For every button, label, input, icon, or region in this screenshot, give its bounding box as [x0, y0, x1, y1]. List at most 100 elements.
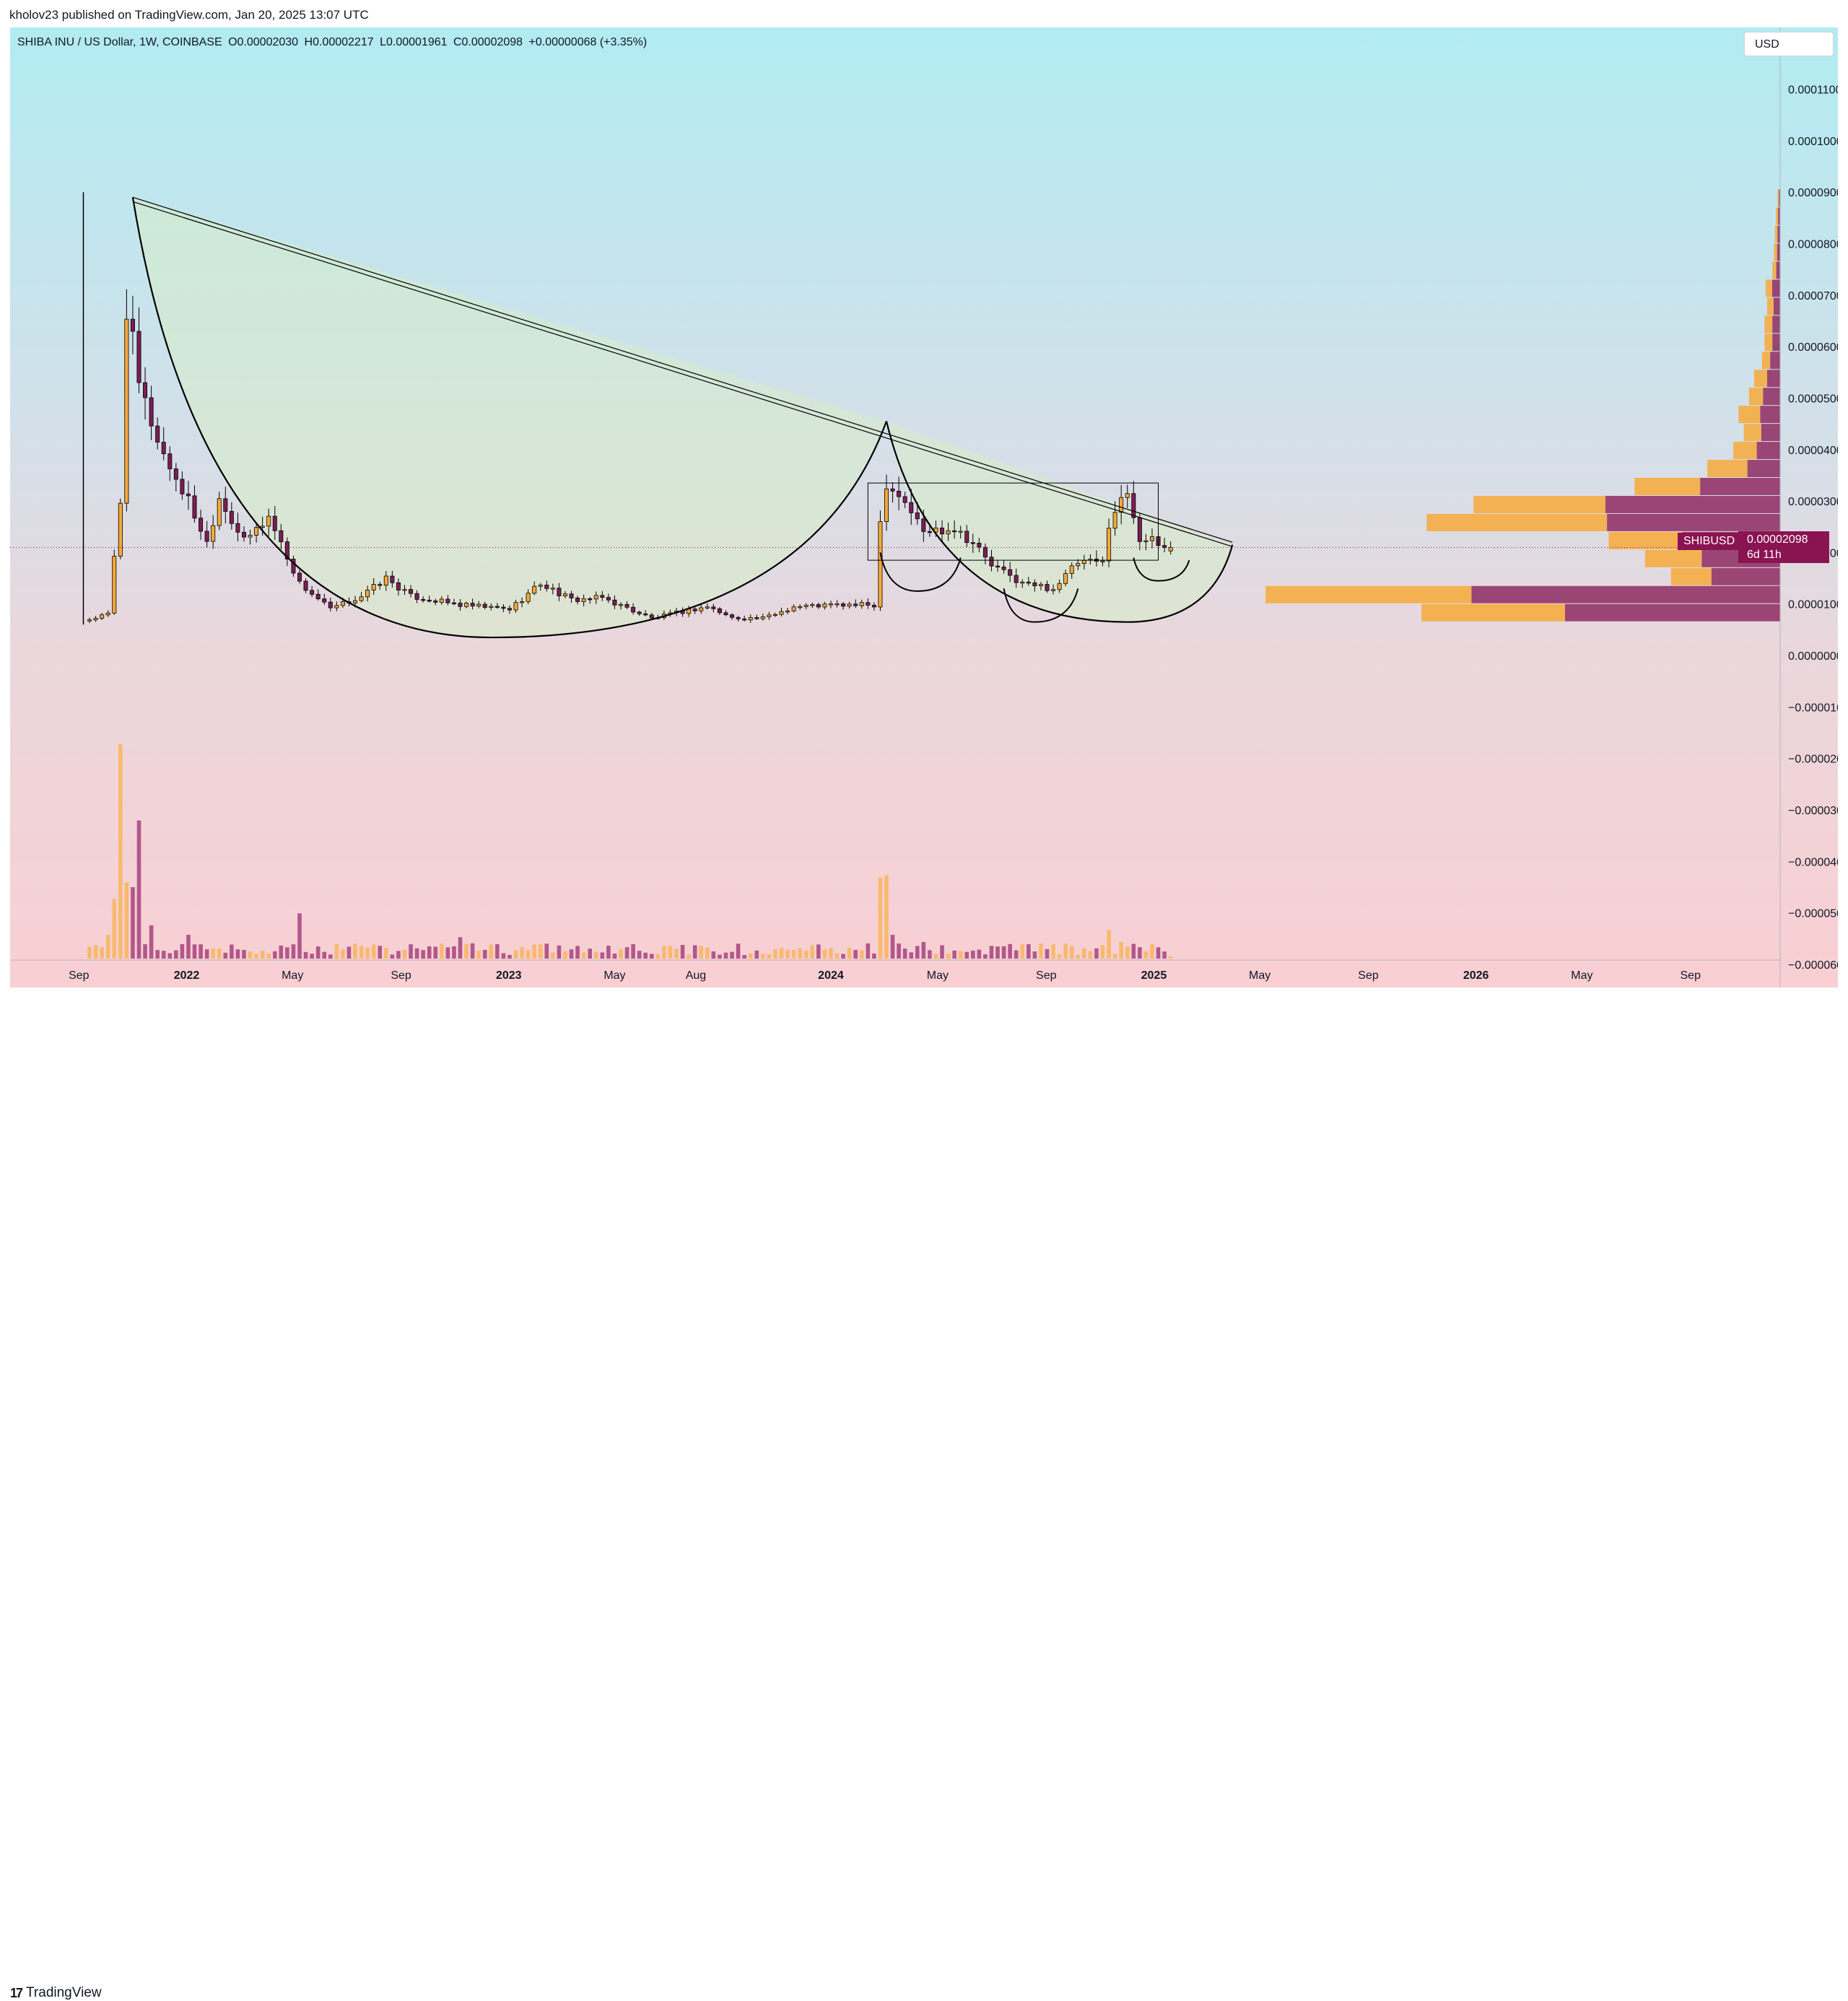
- candle-body: [970, 542, 975, 544]
- currency-selector[interactable]: USD: [1744, 32, 1834, 56]
- price-tick-label: 0.00011000: [1788, 84, 1838, 97]
- profile-down-bar: [1711, 567, 1780, 585]
- candle-body: [785, 610, 790, 613]
- volume-bar: [940, 945, 944, 959]
- volume-bar: [767, 954, 772, 959]
- profile-down-bar: [1779, 189, 1780, 207]
- time-tick-label: 2026: [1463, 969, 1489, 982]
- volume-bar: [1131, 943, 1136, 959]
- volume-bar: [810, 945, 815, 959]
- profile-up-bar: [1733, 442, 1757, 460]
- candle-body: [619, 603, 624, 606]
- volume-bar: [699, 946, 704, 959]
- volume-bar: [1014, 950, 1019, 959]
- volume-profile: [1265, 189, 1780, 622]
- volume-bar: [902, 949, 907, 959]
- candle-body: [297, 572, 302, 582]
- time-axis: Sep 2022 May Sep 2023 May Aug 2024 May Sep 2025 May…: [10, 959, 1780, 982]
- legend-symbol: SHIBA INU / US Dollar, 1W, COINBASE: [17, 36, 222, 48]
- candle-body: [866, 602, 871, 606]
- profile-up-bar: [1764, 315, 1773, 334]
- candle-body: [167, 453, 173, 469]
- candle-body: [760, 616, 765, 619]
- candle-body: [105, 612, 110, 616]
- volume-bar: [1107, 930, 1111, 959]
- candle-body: [915, 512, 920, 520]
- volume-bar: [458, 937, 463, 959]
- volume-bar: [452, 946, 456, 959]
- volume-bar: [866, 943, 871, 959]
- volume-bar: [680, 945, 685, 959]
- candle-body: [940, 527, 945, 535]
- candle-body: [217, 498, 222, 526]
- candle-body: [772, 614, 777, 616]
- volume-bar: [890, 935, 895, 959]
- candle-body: [118, 502, 123, 557]
- volume-bar: [315, 946, 321, 959]
- volume-bar: [390, 954, 395, 959]
- profile-up-bar: [1761, 352, 1771, 370]
- candle-body: [310, 590, 315, 595]
- handle-range-box: [867, 482, 1159, 561]
- volume-bar: [1125, 946, 1130, 959]
- profile-up-bar: [1644, 549, 1702, 567]
- candle-body: [409, 589, 414, 594]
- volume-bar: [569, 949, 574, 959]
- candle-body: [1026, 581, 1031, 584]
- volume-bar: [402, 949, 407, 959]
- candle-body: [995, 565, 1001, 568]
- volume-bar: [754, 950, 759, 959]
- profile-down-bar: [1767, 370, 1780, 388]
- volume-bar: [593, 951, 598, 959]
- volume-bar: [149, 925, 154, 959]
- volume-bar: [334, 943, 339, 959]
- candle-body: [1057, 583, 1062, 590]
- volume-bar: [884, 875, 889, 959]
- bar-countdown: 6d 11h: [1747, 549, 1782, 561]
- profile-up-bar: [1670, 567, 1712, 585]
- volume-bar: [285, 947, 289, 959]
- volume-bar: [971, 950, 975, 959]
- candle-body: [445, 598, 450, 603]
- volume-bar: [983, 954, 988, 959]
- chart-pane[interactable]: 0.00011000 0.00010000 0.00009000 0.00008000…: [10, 27, 1838, 988]
- volume-bar: [526, 950, 531, 959]
- candle-body: [711, 606, 716, 609]
- tradingview-brand[interactable]: 17 TradingView: [10, 1985, 102, 2001]
- candle-body: [235, 523, 240, 533]
- volume-bar: [174, 950, 178, 959]
- candle-body: [742, 619, 747, 621]
- candle-body: [451, 602, 456, 605]
- candle-body: [779, 611, 784, 615]
- volume-bar: [674, 949, 679, 959]
- volume-bar: [816, 944, 821, 959]
- profile-up-bar: [1421, 603, 1565, 622]
- candle-body: [353, 600, 358, 603]
- volume-bar: [180, 943, 185, 959]
- volume-bar: [915, 946, 920, 959]
- candle-body: [884, 488, 889, 522]
- volume-bar: [742, 954, 746, 959]
- candle-body: [254, 527, 259, 536]
- candle-body: [569, 593, 574, 598]
- candle-body: [1063, 573, 1068, 584]
- volume-bar: [834, 953, 840, 959]
- volume-bar: [204, 949, 209, 959]
- volume-bar: [544, 943, 549, 959]
- volume-bar: [297, 913, 302, 959]
- volume-bar: [1045, 949, 1050, 959]
- chart-canvas[interactable]: 0.00011000 0.00010000 0.00009000 0.00008000…: [10, 27, 1838, 988]
- candle-body: [1081, 559, 1086, 564]
- volume-bar: [1162, 951, 1167, 959]
- candle-body: [581, 598, 586, 602]
- profile-down-bar: [1763, 388, 1780, 406]
- volume-bar: [272, 951, 277, 959]
- volume-bar: [1057, 954, 1062, 959]
- legend-high: H0.00002217: [304, 36, 374, 48]
- volume-bar: [1156, 947, 1161, 959]
- candle-body: [871, 604, 876, 608]
- volume-bars: [87, 744, 1173, 959]
- volume-bar: [649, 954, 654, 959]
- candle-body: [507, 608, 512, 611]
- volume-bar: [161, 951, 166, 959]
